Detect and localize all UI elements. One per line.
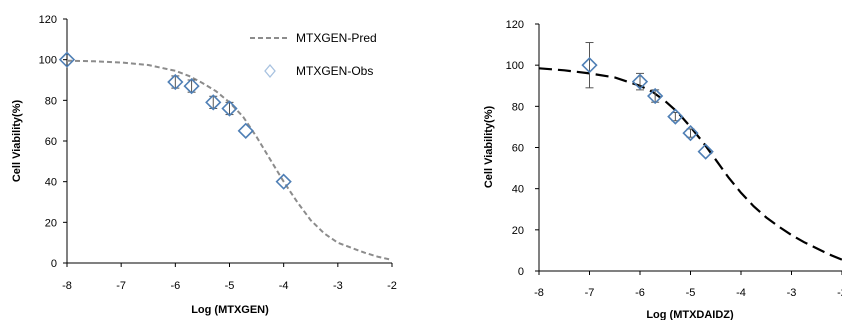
y-tick-label: 120 <box>506 19 524 31</box>
right-y-ticks: 0 20 40 60 80 100 120 <box>506 19 539 278</box>
right-x-ticks: -8 -7 -6 -5 -4 -3 -2 <box>534 271 842 299</box>
y-tick-label: 40 <box>45 177 57 189</box>
data-point <box>167 73 184 91</box>
data-point <box>221 100 238 117</box>
y-tick-label: 20 <box>512 225 524 237</box>
left-x-ticks: -8 -7 -6 -5 -4 -3 -2 <box>62 263 397 292</box>
y-tick-label: 40 <box>512 184 524 196</box>
left-x-axis-title: Log (MTXGEN) <box>191 304 269 316</box>
left-obs-markers <box>58 51 292 190</box>
right-obs-markers <box>581 42 714 160</box>
data-point <box>183 77 200 95</box>
x-tick-label: -7 <box>116 280 126 292</box>
x-tick-label: -6 <box>635 287 645 299</box>
x-tick-label: -4 <box>279 280 289 292</box>
legend-obs-label: MTXGEN-Obs <box>296 64 373 78</box>
x-tick-label: -8 <box>534 287 544 299</box>
x-tick-label: -8 <box>62 280 72 292</box>
x-tick-label: -3 <box>333 280 343 292</box>
x-tick-label: -7 <box>585 287 595 299</box>
data-point <box>275 173 292 190</box>
data-point <box>237 122 254 139</box>
data-point <box>682 124 699 142</box>
data-point <box>581 57 598 74</box>
right-fit-line <box>538 67 842 261</box>
legend-pred-label: MTXGEN-Pred <box>296 31 377 45</box>
y-tick-label: 80 <box>45 95 57 107</box>
right-y-axis-title: Cell Viability(%) <box>483 106 495 189</box>
y-tick-label: 0 <box>518 266 524 278</box>
left-y-axis-title: Cell Viability(%) <box>11 100 23 183</box>
left-y-ticks: 0 20 40 60 80 100 120 <box>39 14 67 270</box>
y-tick-label: 60 <box>512 143 524 155</box>
right-x-axis-title: Log (MTXDAIDZ) <box>646 309 734 320</box>
x-tick-label: -5 <box>686 287 696 299</box>
y-tick-label: 100 <box>39 55 57 67</box>
data-point <box>667 108 684 125</box>
x-tick-label: -2 <box>837 287 842 299</box>
x-tick-label: -5 <box>225 280 235 292</box>
x-tick-label: -6 <box>170 280 180 292</box>
legend-obs-swatch <box>264 63 276 79</box>
y-tick-label: 80 <box>512 101 524 113</box>
right-axes <box>538 24 842 272</box>
data-point <box>697 143 714 160</box>
legend: MTXGEN-Pred MTXGEN-Obs <box>250 31 377 79</box>
data-point <box>647 87 664 105</box>
data-point <box>58 51 76 68</box>
y-tick-label: 20 <box>45 217 57 229</box>
y-tick-label: 100 <box>506 60 524 72</box>
data-point <box>205 94 222 111</box>
left-pred-line <box>66 59 393 261</box>
y-tick-label: 120 <box>39 14 57 26</box>
x-tick-label: -3 <box>787 287 797 299</box>
x-tick-label: -2 <box>387 280 397 292</box>
data-point <box>631 73 649 90</box>
y-tick-label: 60 <box>45 136 57 148</box>
x-tick-label: -4 <box>736 287 746 299</box>
y-tick-label: 0 <box>51 258 57 270</box>
